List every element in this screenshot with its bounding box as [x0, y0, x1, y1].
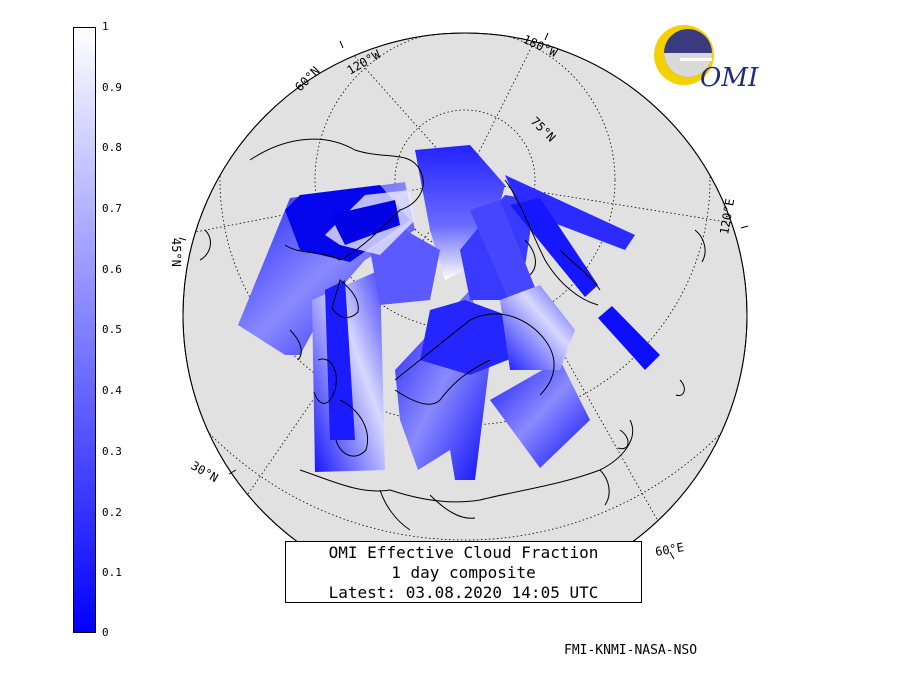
lon-label-120e: 120°E: [717, 198, 737, 236]
colorbar-tick-label: 0.7: [102, 202, 122, 215]
colorbar-tick-label: 0.8: [102, 141, 122, 154]
colorbar-tick-label: 1: [102, 20, 109, 33]
omi-logo-icon: [654, 25, 714, 85]
cloud-swaths: [238, 145, 660, 480]
legend-title: OMI Effective Cloud Fraction: [328, 543, 599, 562]
rim-ticks: [178, 32, 749, 560]
colorbar-tick-label: 0.1: [102, 566, 122, 579]
coastlines: [199, 138, 706, 531]
lon-label-60e: 60°E: [654, 540, 685, 559]
lat-label-30: 30°N: [189, 458, 221, 485]
colorbar-tick-label: 0.9: [102, 81, 122, 94]
map-legend: OMI Effective Cloud Fraction 1 day compo…: [285, 541, 642, 603]
legend-subtitle: 1 day composite: [391, 563, 536, 582]
colorbar-tick-label: 0.6: [102, 263, 122, 276]
credits-text: FMI-KNMI-NASA-NSO: [564, 643, 698, 658]
colorbar-tick-label: 0.2: [102, 506, 122, 519]
colorbar-tick-label: 0: [102, 626, 109, 639]
colorbar-tick-label: 0.5: [102, 323, 122, 336]
colorbar-tick-label: 0.3: [102, 445, 122, 458]
lat-label-45: 45°N: [169, 238, 183, 267]
legend-timestamp: Latest: 03.08.2020 14:05 UTC: [328, 583, 599, 602]
colorbar: [73, 27, 96, 633]
colorbar-tick-label: 0.4: [102, 384, 122, 397]
omi-logo-text: OMI: [700, 63, 759, 93]
